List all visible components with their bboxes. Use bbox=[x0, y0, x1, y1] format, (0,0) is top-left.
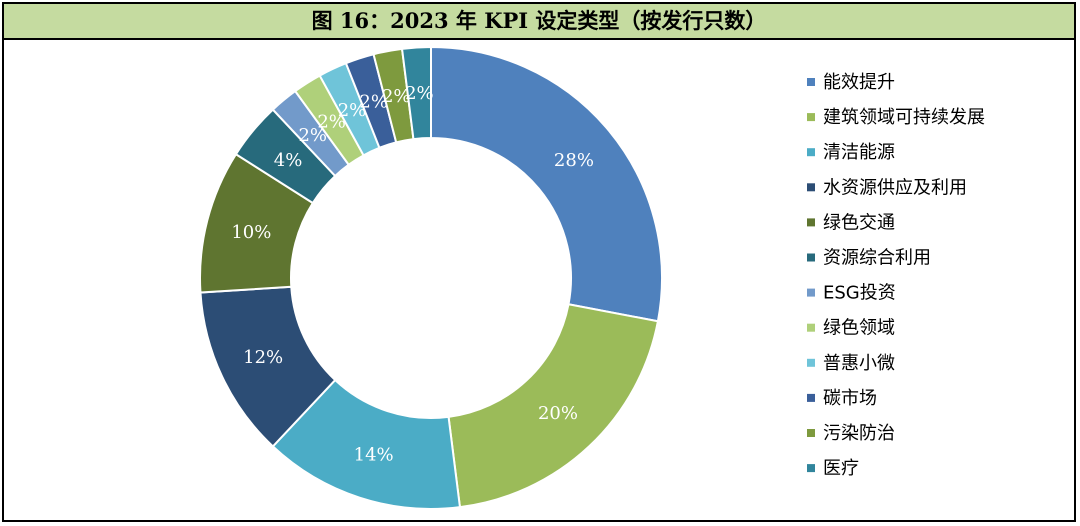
slice-label-5: 10% bbox=[231, 222, 271, 243]
legend-label-6: 资源综合利用 bbox=[823, 248, 931, 269]
legend-label-2: 建筑领域可持续发展 bbox=[823, 107, 985, 128]
slice-label-6: 4% bbox=[274, 150, 303, 171]
legend-label-5: 绿色交通 bbox=[823, 212, 895, 233]
legend-label-4: 水资源供应及利用 bbox=[823, 177, 967, 198]
legend-swatch-9 bbox=[807, 358, 815, 367]
slice-label-4: 12% bbox=[243, 347, 283, 368]
legend-swatch-3 bbox=[807, 148, 815, 157]
donut-slices bbox=[199, 45, 663, 510]
slice-label-12: 2% bbox=[405, 83, 434, 104]
legend-swatch-12 bbox=[807, 464, 815, 473]
legend-label-12: 医疗 bbox=[823, 458, 859, 479]
legend-swatch-10 bbox=[807, 393, 815, 402]
legend-swatch-1 bbox=[807, 78, 815, 86]
slice-12 bbox=[400, 45, 432, 141]
slice-2 bbox=[447, 303, 660, 509]
legend-label-9: 普惠小微 bbox=[823, 353, 895, 374]
slice-label-11: 2% bbox=[382, 86, 411, 107]
legend-label-3: 清洁能源 bbox=[823, 142, 895, 163]
legend-swatch-11 bbox=[807, 429, 815, 437]
slice-label-2: 20% bbox=[538, 403, 578, 424]
legend-label-1: 能效提升 bbox=[823, 72, 895, 93]
chart-title: 图 16：2023 年 KPI 设定类型（按发行只数） bbox=[4, 4, 1074, 40]
legend-swatch-8 bbox=[807, 323, 815, 332]
slice-label-8: 2% bbox=[317, 111, 346, 132]
slice-label-7: 2% bbox=[298, 125, 327, 146]
legend-swatch-2 bbox=[807, 113, 815, 122]
slice-1 bbox=[430, 45, 663, 323]
slice-label-10: 2% bbox=[359, 92, 388, 113]
legend-label-10: 碳市场 bbox=[823, 388, 877, 409]
legend-label-11: 污染防治 bbox=[823, 423, 895, 444]
legend-label-8: 绿色领域 bbox=[823, 318, 895, 339]
slice-label-1: 28% bbox=[554, 150, 594, 171]
legend-swatch-5 bbox=[807, 218, 815, 227]
legend-swatch-7 bbox=[807, 288, 815, 297]
slice-labels: 28%20%14%12%10%4%2%2%2%2%2%2% bbox=[231, 83, 594, 466]
slice-label-9: 2% bbox=[338, 100, 367, 121]
slice-label-3: 14% bbox=[354, 444, 394, 465]
legend-swatch-4 bbox=[807, 183, 815, 192]
legend-swatch-6 bbox=[807, 253, 815, 262]
legend-label-7: ESG投资 bbox=[823, 283, 896, 304]
